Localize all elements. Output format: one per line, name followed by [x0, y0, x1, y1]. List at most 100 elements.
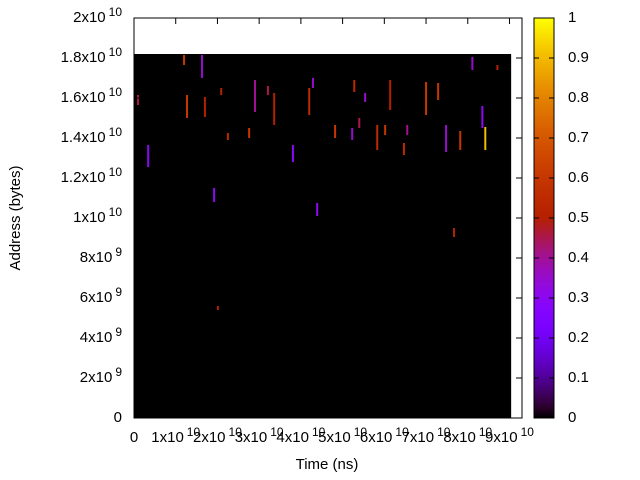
heatmap-cell — [266, 86, 269, 95]
heatmap-cell — [201, 55, 204, 78]
heatmap-cell — [311, 78, 314, 88]
y-tick-label: 1.8x10 10 — [61, 45, 123, 66]
x-tick-label: 2x10 10 — [193, 425, 242, 446]
y-tick-label: 2x10 9 — [80, 365, 123, 386]
heatmap-cell — [334, 125, 337, 138]
heatmap-cell — [481, 106, 484, 128]
heatmap-cell — [406, 125, 409, 135]
tick-label-exponent: 10 — [187, 425, 201, 439]
heatmap-cell — [203, 97, 206, 117]
tick-label-base: 3x10 — [235, 429, 268, 446]
heatmap-cell — [351, 128, 354, 140]
tick-label-base: 4x10 — [80, 329, 113, 346]
y-axis-label: Address (bytes) — [7, 165, 24, 270]
heatmap-cell — [220, 88, 223, 95]
y-tick-label: 0 — [114, 409, 122, 426]
tick-label-exponent: 10 — [270, 425, 284, 439]
tick-label-base: 1.8x10 — [61, 49, 106, 66]
tick-label-base: 0 — [114, 409, 122, 426]
tick-label-exponent: 9 — [115, 325, 122, 339]
y-tick-label: 4x10 9 — [80, 325, 123, 346]
heatmap-cell — [185, 95, 188, 118]
tick-label-exponent: 10 — [312, 425, 326, 439]
heatmap-cell — [248, 128, 251, 138]
colorbar-tick-label: 0.1 — [568, 369, 589, 386]
heatmap-cell — [496, 65, 499, 70]
tick-label-exponent: 10 — [109, 205, 123, 219]
tick-label-base: 9x10 — [485, 429, 518, 446]
tick-label-base: 2x10 — [80, 369, 113, 386]
tick-label-exponent: 10 — [395, 425, 409, 439]
x-tick-label: 7x10 10 — [402, 425, 451, 446]
heatmap-cell — [384, 125, 387, 135]
y-tick-label: 1.2x10 10 — [61, 165, 123, 186]
tick-label-exponent: 10 — [521, 425, 535, 439]
tick-label-exponent: 9 — [115, 365, 122, 379]
x-tick-label: 4x10 10 — [276, 425, 325, 446]
tick-label-base: 6x10 — [360, 429, 393, 446]
heatmap-cell — [484, 127, 487, 150]
heatmap-cell — [291, 145, 294, 162]
y-tick-label: 8x10 9 — [80, 245, 123, 266]
colorbar-tick-label: 0.8 — [568, 89, 589, 106]
tick-label-exponent: 10 — [109, 45, 123, 59]
heatmap-cell — [226, 133, 229, 140]
heatmap-cell — [137, 95, 140, 105]
colorbar-tick-label: 0.9 — [568, 49, 589, 66]
colorbar-tick-label: 0 — [568, 409, 576, 426]
colorbar-tick-label: 0.6 — [568, 169, 589, 186]
tick-label-exponent: 9 — [115, 285, 122, 299]
heatmap-cell — [376, 125, 379, 150]
heatmap-cell — [459, 131, 462, 150]
y-tick-label: 2x10 10 — [73, 5, 122, 26]
tick-label-exponent: 10 — [437, 425, 451, 439]
x-axis-label: Time (ns) — [296, 456, 359, 473]
tick-label-base: 2x10 — [73, 9, 106, 26]
heatmap-cell — [316, 203, 319, 216]
tick-label-exponent: 10 — [109, 5, 123, 19]
heatmap-cell — [452, 228, 455, 237]
tick-label-base: 2x10 — [193, 429, 226, 446]
tick-label-base: 1.2x10 — [61, 169, 106, 186]
x-tick-label: 5x10 10 — [318, 425, 367, 446]
y-tick-label: 1.4x10 10 — [61, 125, 123, 146]
y-tick-label: 1x10 10 — [73, 205, 122, 226]
x-tick-label: 0 — [130, 429, 138, 446]
heatmap-background — [134, 54, 512, 418]
tick-label-base: 8x10 — [443, 429, 476, 446]
tick-label-base: 8x10 — [80, 249, 113, 266]
tick-label-exponent: 10 — [109, 125, 123, 139]
heatmap-cell — [216, 306, 219, 310]
heatmap-cell — [437, 83, 440, 100]
tick-label-base: 6x10 — [80, 289, 113, 306]
heatmap-cell — [471, 57, 474, 70]
tick-label-base: 1.4x10 — [61, 129, 106, 146]
heatmap-cell — [402, 143, 405, 155]
heatmap-cell — [358, 118, 361, 128]
heatmap-cell — [425, 82, 428, 115]
heatmap-cell — [183, 55, 186, 65]
x-tick-label: 6x10 10 — [360, 425, 409, 446]
heatmap-cell — [273, 93, 276, 125]
tick-label-base: 1x10 — [73, 209, 106, 226]
tick-label-exponent: 10 — [229, 425, 243, 439]
heatmap-cell — [389, 80, 392, 110]
heatmap-cell — [253, 80, 256, 112]
tick-label-exponent: 10 — [354, 425, 368, 439]
y-tick-label: 6x10 9 — [80, 285, 123, 306]
heatmap-cell — [147, 145, 150, 167]
heatmap-cell — [353, 80, 356, 92]
tick-label-exponent: 9 — [115, 245, 122, 259]
colorbar-tick-label: 0.2 — [568, 329, 589, 346]
tick-label-exponent: 10 — [479, 425, 493, 439]
x-tick-label: 1x10 10 — [151, 425, 200, 446]
colorbar-tick-label: 1 — [568, 9, 576, 26]
colorbar-tick-label: 0.3 — [568, 289, 589, 306]
colorbar-tick-label: 0.7 — [568, 129, 589, 146]
heatmap-cell — [308, 88, 311, 115]
heatmap-cell — [445, 125, 448, 152]
x-tick-label: 8x10 10 — [443, 425, 492, 446]
tick-label-base: 7x10 — [402, 429, 435, 446]
